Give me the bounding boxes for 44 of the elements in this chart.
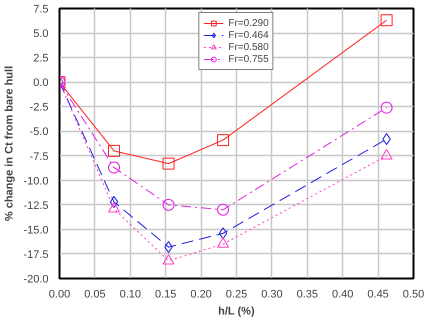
x-tick-label: 0.10 [120, 288, 142, 300]
legend-label: Fr=0.290 [228, 17, 269, 29]
legend-label: Fr=0.755 [228, 53, 269, 65]
point [218, 227, 228, 240]
y-tick-label: -12.5 [23, 200, 49, 212]
x-axis-title: h/L (%) [218, 306, 255, 318]
y-tick-label: 0.0 [33, 77, 49, 90]
point [217, 134, 230, 146]
y-tick-label: -7.5 [30, 150, 49, 163]
x-tick-label: 0.30 [261, 288, 283, 300]
point [217, 204, 230, 216]
point [108, 144, 120, 157]
y-tick-label: 7.5 [33, 4, 49, 16]
legend-label: Fr=0.580 [228, 41, 269, 53]
point [108, 202, 120, 212]
x-tick-label: 0.20 [190, 288, 212, 300]
y-tick-label: -17.5 [23, 248, 49, 261]
point [382, 133, 391, 146]
x-tick-label: 0.05 [84, 288, 106, 300]
y-tick-label: -20.0 [23, 274, 49, 286]
x-tick-label: 0.00 [48, 288, 70, 300]
y-axis-title: % change in Ct from bare hull [3, 66, 16, 222]
point [162, 198, 175, 211]
point [380, 14, 393, 26]
x-tick-label: 0.15 [154, 288, 176, 300]
point [162, 254, 175, 265]
point [162, 158, 175, 170]
point [110, 196, 118, 208]
point [164, 241, 173, 254]
legend-label: Fr=0.464 [228, 29, 269, 41]
point [380, 102, 393, 114]
y-tick-label: -10.0 [23, 175, 49, 188]
point [108, 162, 120, 174]
x-tick-label: 0.35 [296, 288, 318, 300]
y-tick-label: 2.5 [33, 52, 49, 65]
y-tick-label: 5.0 [33, 28, 49, 40]
x-tick-label: 0.25 [226, 288, 248, 300]
x-tick-label: 0.45 [367, 288, 389, 300]
y-tick-label: -5.0 [30, 126, 49, 138]
x-tick-label: 0.40 [332, 288, 354, 300]
point [217, 237, 230, 248]
x-tick-label: 0.50 [402, 288, 424, 300]
y-tick-label: -15.0 [23, 224, 49, 236]
y-tick-label: -2.5 [30, 102, 49, 114]
